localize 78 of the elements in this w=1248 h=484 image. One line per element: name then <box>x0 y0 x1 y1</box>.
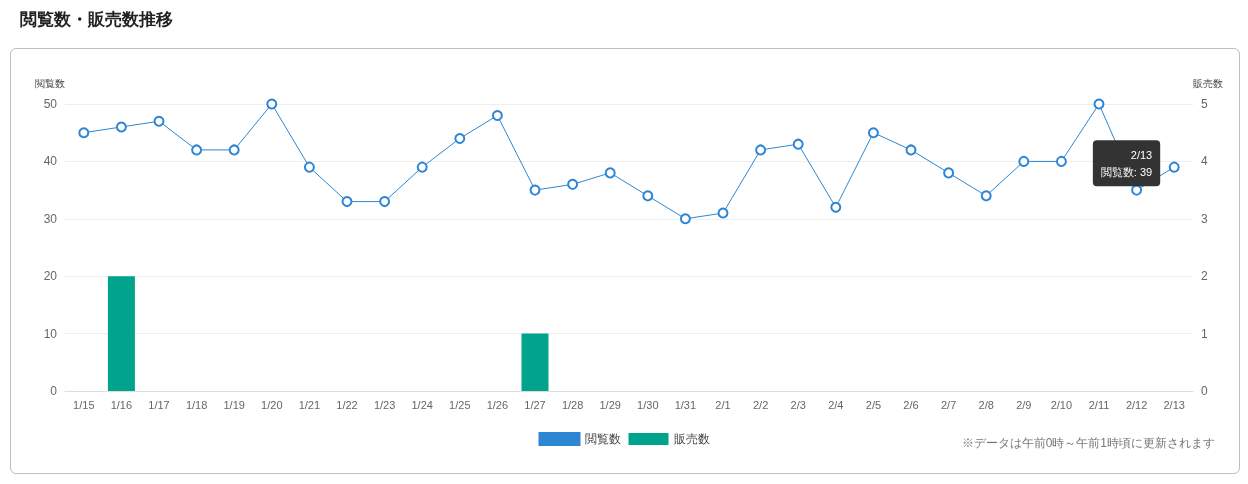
x-tick-label: 1/29 <box>599 398 621 411</box>
x-tick-label: 2/10 <box>1050 398 1073 411</box>
x-tick-label: 1/26 <box>486 398 509 411</box>
y2-axis-title: 販売数 <box>1193 77 1223 89</box>
y2-tick-label: 2 <box>1201 269 1208 284</box>
y2-tick-label: 4 <box>1201 154 1208 169</box>
point <box>379 196 391 208</box>
x-tick-label: 2/3 <box>790 398 806 411</box>
point <box>679 213 691 225</box>
x-tick-label: 1/19 <box>223 398 245 411</box>
x-tick-label: 1/18 <box>185 398 208 411</box>
x-tick-label: 2/2 <box>752 398 769 411</box>
point <box>266 98 278 110</box>
y-tick-label: 10 <box>43 326 58 341</box>
point <box>755 144 767 156</box>
text: ※データは午前0時～午前1時頃に更新されます <box>961 436 1216 450</box>
point <box>191 144 203 156</box>
x-tick-label: 1/30 <box>637 398 659 411</box>
x-tick-label: 2/12 <box>1125 398 1148 411</box>
y-axis-title: 閲覧数 <box>35 77 65 89</box>
y-tick-label: 20 <box>43 269 58 284</box>
x-tick-label: 1/15 <box>73 398 95 411</box>
y-tick-label: 40 <box>43 154 58 169</box>
x-tick-label: 2/8 <box>978 398 994 411</box>
y-tick-label: 0 <box>50 384 58 398</box>
x-tick-label: 2/11 <box>1088 398 1110 411</box>
point <box>717 207 729 219</box>
x-tick-label: 1/21 <box>298 398 321 411</box>
point <box>830 201 842 213</box>
x-tick-label: 2/9 <box>1016 398 1032 411</box>
x-tick-label: 1/28 <box>561 398 584 411</box>
y-tick-label: 50 <box>43 97 58 111</box>
point <box>642 190 654 202</box>
x-tick-label: 1/24 <box>411 398 433 411</box>
x-tick-label: 2/4 <box>828 398 844 411</box>
point <box>943 167 955 179</box>
y2-tick-label: 0 <box>1201 384 1208 398</box>
point <box>153 115 165 127</box>
point <box>115 121 127 133</box>
point <box>1018 155 1030 167</box>
x-tick-label: 2/5 <box>865 398 882 411</box>
x-tick-label: 1/27 <box>524 398 546 411</box>
x-tick-label: 2/1 <box>715 398 731 411</box>
point <box>303 161 315 173</box>
point <box>567 178 579 190</box>
x-tick-label: 1/16 <box>110 398 133 411</box>
x-tick-label: 2/13 <box>1163 398 1185 411</box>
legend-label: 閲覧数 <box>584 432 621 446</box>
point <box>867 127 879 139</box>
x-tick-label: 1/22 <box>336 398 358 411</box>
point <box>905 144 917 156</box>
point <box>491 109 503 121</box>
annotation: 2/13 閲覧数: 39 <box>1100 148 1153 178</box>
y2-tick-label: 1 <box>1201 326 1208 341</box>
point <box>980 190 992 202</box>
x-tick-label: 1/17 <box>148 398 170 411</box>
point <box>228 144 240 156</box>
point <box>1055 155 1067 167</box>
point <box>454 132 466 144</box>
point <box>604 167 616 179</box>
point <box>792 138 804 150</box>
x-tick-label: 1/31 <box>674 398 697 411</box>
point <box>1093 98 1105 110</box>
point <box>529 184 541 196</box>
x-tick-label: 2/7 <box>940 398 957 411</box>
y2-tick-label: 3 <box>1201 211 1208 226</box>
chart-title: 閲覧数・販売数推移 <box>20 8 173 31</box>
x-tick-label: 2/6 <box>903 398 919 411</box>
point <box>78 127 90 139</box>
point <box>1168 161 1180 173</box>
point <box>341 196 353 208</box>
legend-label: 販売数 <box>673 432 710 446</box>
x-tick-label: 1/23 <box>373 398 396 411</box>
y2-tick-label: 5 <box>1201 97 1208 111</box>
x-tick-label: 1/25 <box>449 398 471 411</box>
y-tick-label: 30 <box>43 211 58 226</box>
x-tick-label: 1/20 <box>261 398 283 411</box>
point <box>416 161 428 173</box>
